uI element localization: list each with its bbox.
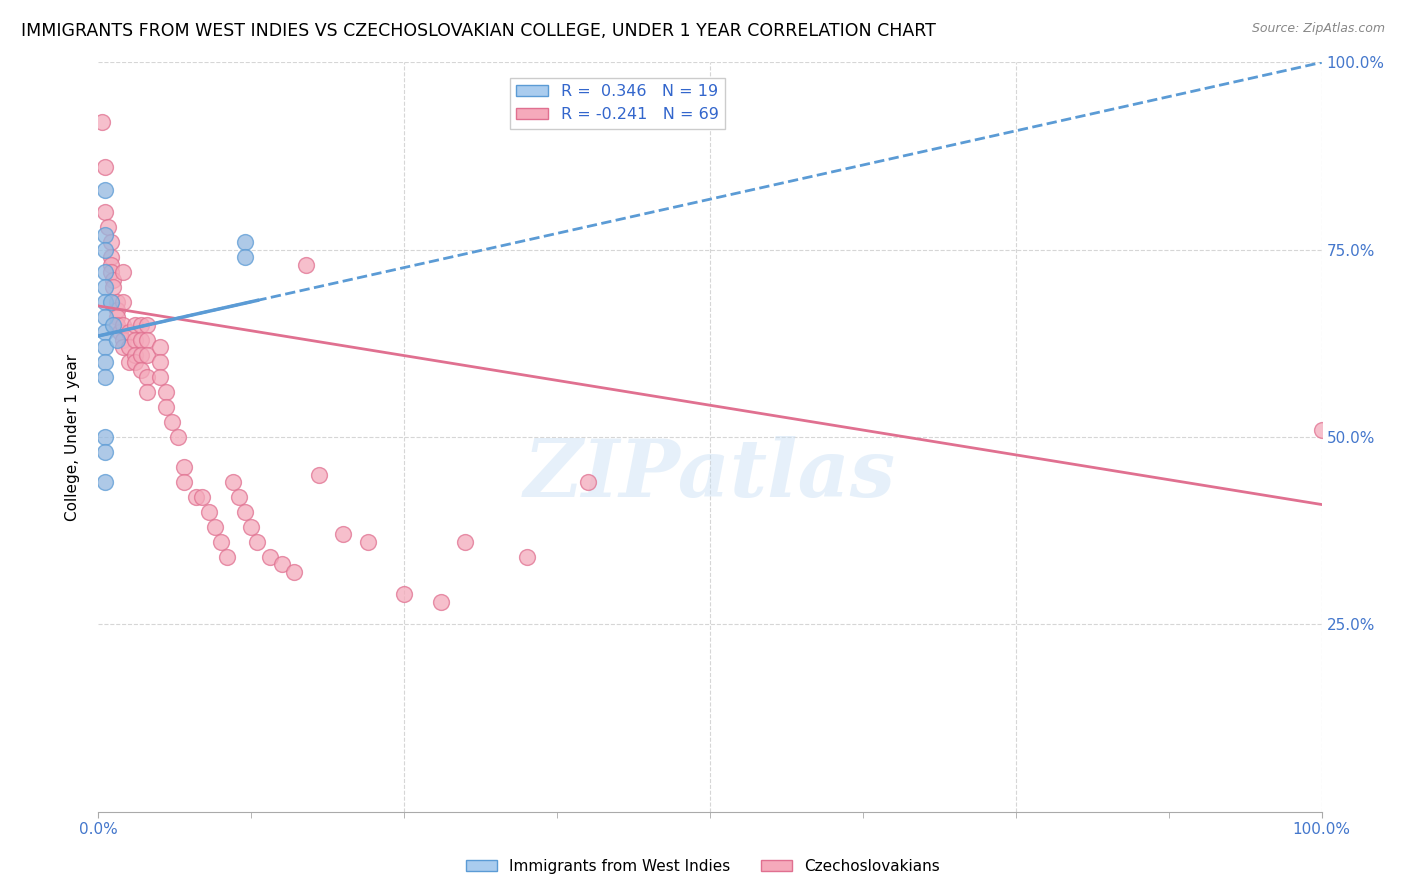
Point [105,318,128,332]
Point [93,183,115,197]
Point [93,445,115,459]
Point [93,310,115,325]
Point [129,362,152,376]
Point [93,161,115,175]
Point [100,258,122,272]
Point [222,475,245,489]
Point [129,333,152,347]
Point [173,460,195,475]
Point [100,295,122,310]
Point [167,430,190,444]
Point [209,535,232,549]
Point [430,595,453,609]
Point [111,318,134,332]
Point [283,565,305,579]
Point [136,348,159,362]
Point [149,355,172,369]
Point [101,280,124,294]
Point [111,340,134,354]
Point [215,549,238,564]
Point [454,535,477,549]
Point [110,325,132,339]
Point [91,115,114,129]
Legend: Immigrants from West Indies, Czechoslovakians: Immigrants from West Indies, Czechoslova… [460,853,946,880]
Point [155,400,177,414]
Point [160,415,183,429]
Point [93,475,115,489]
Point [392,587,416,601]
Point [93,355,115,369]
Point [576,475,599,489]
Point [101,318,124,332]
Point [233,250,256,264]
Point [100,265,122,279]
Point [136,370,159,384]
Point [149,370,172,384]
Point [191,490,214,504]
Point [136,333,159,347]
Point [93,295,115,310]
Point [1310,423,1333,437]
Point [136,318,159,332]
Point [105,295,128,310]
Point [93,205,115,219]
Point [100,235,122,250]
Point [295,258,318,272]
Point [129,348,152,362]
Point [516,549,538,564]
Point [308,467,330,482]
Point [93,227,115,242]
Point [197,505,219,519]
Point [124,318,146,332]
Point [93,280,115,294]
Point [149,340,172,354]
Point [93,430,115,444]
Point [124,333,146,347]
Point [118,325,141,339]
Point [97,220,120,235]
Point [173,475,195,489]
Point [93,243,115,257]
Point [332,527,354,541]
Point [101,273,124,287]
Point [186,490,208,504]
Point [105,333,128,347]
Point [105,310,128,325]
Point [111,333,134,347]
Point [93,325,115,339]
Point [155,385,177,400]
Point [93,340,115,354]
Text: Source: ZipAtlas.com: Source: ZipAtlas.com [1251,22,1385,36]
Point [246,535,269,549]
Text: IMMIGRANTS FROM WEST INDIES VS CZECHOSLOVAKIAN COLLEGE, UNDER 1 YEAR CORRELATION: IMMIGRANTS FROM WEST INDIES VS CZECHOSLO… [21,22,936,40]
Legend: R =  0.346   N = 19, R = -0.241   N = 69: R = 0.346 N = 19, R = -0.241 N = 69 [510,78,725,128]
Point [118,340,141,354]
Point [105,302,128,317]
Point [124,348,146,362]
Point [93,265,115,279]
Point [233,235,256,250]
Point [129,318,152,332]
Point [136,385,159,400]
Point [204,520,226,534]
Point [259,549,281,564]
Point [124,355,146,369]
Point [228,490,250,504]
Point [270,558,294,572]
Point [111,265,134,279]
Point [93,370,115,384]
Point [356,535,378,549]
Point [118,355,141,369]
Point [100,250,122,264]
Y-axis label: College, Under 1 year: College, Under 1 year [65,353,80,521]
Point [233,505,256,519]
Text: ZIPatlas: ZIPatlas [524,436,896,513]
Point [240,520,263,534]
Point [111,295,134,310]
